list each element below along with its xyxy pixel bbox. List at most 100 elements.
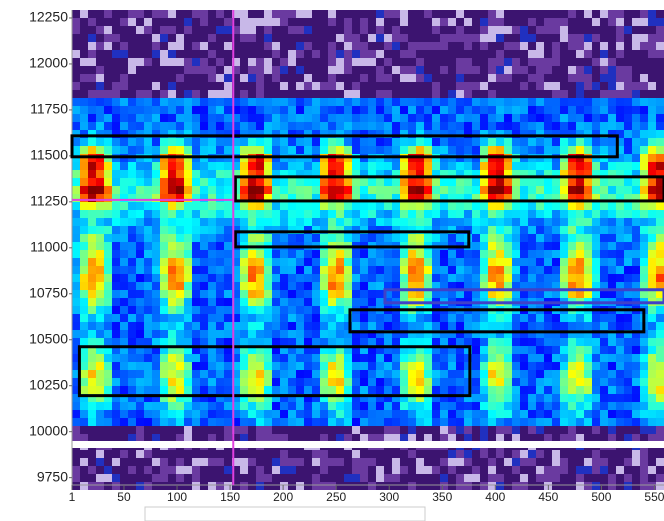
pixel: [400, 90, 408, 98]
pixel: [200, 338, 208, 346]
pixel: [456, 178, 464, 186]
pixel: [560, 194, 568, 202]
pixel: [192, 34, 200, 42]
pixel: [608, 258, 616, 266]
pixel: [192, 274, 200, 282]
pixel: [224, 394, 232, 402]
pixel: [328, 458, 336, 466]
pixel: [280, 138, 288, 146]
pixel: [568, 322, 576, 330]
pixel: [432, 418, 440, 426]
pixel: [416, 466, 424, 474]
pixel: [592, 282, 600, 290]
pixel: [504, 362, 512, 370]
pixel: [200, 466, 208, 474]
pixel: [136, 202, 144, 210]
pixel: [184, 106, 192, 114]
pixel: [624, 106, 632, 114]
pixel: [616, 434, 624, 442]
pixel: [248, 330, 256, 338]
pixel: [376, 130, 384, 138]
pixel: [112, 234, 120, 242]
pixel: [368, 42, 376, 50]
pixel: [184, 234, 192, 242]
pixel: [152, 202, 160, 210]
pixel: [392, 114, 400, 122]
pixel: [456, 58, 464, 66]
pixel: [272, 266, 280, 274]
pixel: [640, 210, 648, 218]
pixel: [520, 42, 528, 50]
pixel: [432, 234, 440, 242]
pixel: [200, 242, 208, 250]
pixel: [472, 290, 480, 298]
pixel: [304, 290, 312, 298]
pixel: [656, 346, 664, 354]
pixel: [120, 58, 128, 66]
pixel: [208, 74, 216, 82]
pixel: [312, 410, 320, 418]
pixel: [88, 186, 96, 194]
pixel: [376, 82, 384, 90]
pixel: [424, 234, 432, 242]
pixel: [360, 106, 368, 114]
pixel: [496, 434, 504, 442]
pixel: [480, 418, 488, 426]
pixel: [320, 130, 328, 138]
pixel: [312, 362, 320, 370]
pixel: [312, 298, 320, 306]
pixel: [144, 114, 152, 122]
pixel: [296, 130, 304, 138]
pixel: [392, 90, 400, 98]
pixel: [224, 354, 232, 362]
pixel: [608, 26, 616, 34]
pixel: [336, 402, 344, 410]
pixel: [520, 82, 528, 90]
pixel: [456, 458, 464, 466]
pixel: [272, 194, 280, 202]
pixel: [368, 282, 376, 290]
pixel: [288, 282, 296, 290]
pixel: [432, 290, 440, 298]
pixel: [112, 330, 120, 338]
pixel: [136, 122, 144, 130]
pixel: [296, 474, 304, 482]
pixel: [304, 434, 312, 442]
pixel: [96, 274, 104, 282]
pixel: [512, 362, 520, 370]
pixel: [632, 50, 640, 58]
pixel: [584, 226, 592, 234]
pixel: [520, 402, 528, 410]
pixel: [200, 138, 208, 146]
pixel: [320, 306, 328, 314]
pixel: [80, 290, 88, 298]
pixel: [96, 58, 104, 66]
pixel: [456, 482, 464, 490]
pixel: [528, 354, 536, 362]
pixel: [576, 410, 584, 418]
pixel: [632, 250, 640, 258]
pixel: [488, 106, 496, 114]
pixel: [432, 386, 440, 394]
pixel: [392, 130, 400, 138]
pixel: [160, 266, 168, 274]
pixel: [352, 18, 360, 26]
pixel: [440, 18, 448, 26]
pixel: [72, 218, 80, 226]
pixel: [96, 450, 104, 458]
pixel: [96, 50, 104, 58]
pixel: [632, 34, 640, 42]
pixel: [496, 354, 504, 362]
pixel: [96, 34, 104, 42]
scrollbar[interactable]: [144, 506, 426, 521]
pixel: [376, 274, 384, 282]
pixel: [344, 418, 352, 426]
pixel: [544, 74, 552, 82]
pixel: [400, 58, 408, 66]
pixel: [432, 202, 440, 210]
pixel: [168, 466, 176, 474]
pixel: [576, 138, 584, 146]
pixel: [568, 218, 576, 226]
pixel: [224, 210, 232, 218]
pixel: [216, 210, 224, 218]
